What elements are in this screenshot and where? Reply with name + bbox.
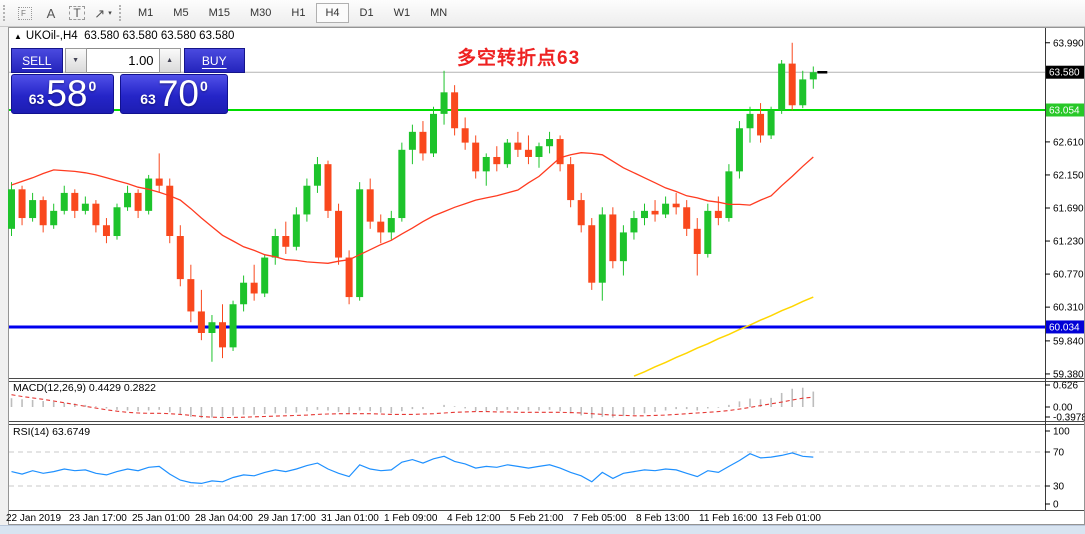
- top-toolbar: F A T ↗ ▾ M1 M5 M15 M30 H1 H4 D1 W1 MN: [0, 0, 1085, 27]
- symbol-period-label: UKOil-,H4: [25, 30, 78, 42]
- buy-button[interactable]: BUY: [183, 48, 245, 73]
- arrow-objects-tool-icon[interactable]: ↗ ▾: [94, 5, 112, 21]
- buy-price-sup: 0: [199, 78, 208, 94]
- down-arrow-icon: ▼: [72, 57, 80, 64]
- chart-title: ▲ UKOil-,H4 63.580 63.580 63.580 63.580: [14, 30, 234, 42]
- sell-price-prefix: 63: [28, 91, 45, 107]
- timeframe-toolbar-handle[interactable]: [119, 5, 123, 21]
- sell-button[interactable]: SELL: [11, 48, 63, 73]
- chart-frame-tool-icon[interactable]: F: [14, 3, 36, 23]
- collapse-triangle-icon[interactable]: ▲: [14, 32, 22, 41]
- macd-indicator-label: MACD(12,26,9) 0.4429 0.2822: [13, 382, 157, 394]
- drawing-tools-group: F A T ↗ ▾: [12, 3, 116, 23]
- timeframe-m15-button[interactable]: M15: [208, 7, 230, 19]
- timeframe-w1-button[interactable]: W1: [393, 7, 411, 19]
- dropdown-caret-icon[interactable]: ▾: [108, 10, 112, 17]
- label-tool-icon[interactable]: T: [66, 3, 88, 23]
- buy-price-big: 70: [157, 73, 199, 114]
- text-tool-icon[interactable]: A: [46, 5, 56, 21]
- one-click-trading-panel: SELL ▼ 1.00 ▲ BUY 63 58 0 63 70 0: [11, 48, 245, 114]
- rsi-indicator-label: RSI(14) 63.6749: [13, 426, 91, 438]
- timeframe-h4-button[interactable]: H4: [316, 3, 349, 23]
- ohlc-quote-string: 63.580 63.580 63.580 63.580: [84, 30, 235, 42]
- timeframe-h1-button[interactable]: H1: [291, 7, 306, 19]
- volume-decrease-button[interactable]: ▼: [64, 48, 87, 73]
- timeframe-mn-button[interactable]: MN: [430, 7, 448, 19]
- up-arrow-icon: ▲: [166, 57, 174, 64]
- buy-quote-button[interactable]: 63 70 0: [120, 74, 228, 114]
- volume-stepper: ▼ 1.00 ▲: [64, 48, 181, 73]
- timeframe-toolbar: M1 M5 M15 M30 H1 H4 D1 W1 MN: [128, 3, 457, 23]
- timeframe-d1-button[interactable]: D1: [359, 7, 374, 19]
- status-strip: [0, 525, 1085, 534]
- volume-increase-button[interactable]: ▲: [158, 48, 181, 73]
- sell-price-big: 58: [46, 73, 88, 114]
- buy-price-prefix: 63: [140, 91, 156, 107]
- sell-quote-button[interactable]: 63 58 0: [11, 74, 114, 114]
- volume-input[interactable]: 1.00: [86, 48, 159, 73]
- toolbar-drag-handle[interactable]: [3, 5, 7, 21]
- sell-price-sup: 0: [88, 78, 97, 94]
- timeframe-m30-button[interactable]: M30: [249, 7, 272, 19]
- timeframe-m1-button[interactable]: M1: [138, 7, 154, 19]
- chart-annotation-text: 多空转折点63: [457, 48, 581, 69]
- timeframe-m5-button[interactable]: M5: [173, 7, 189, 19]
